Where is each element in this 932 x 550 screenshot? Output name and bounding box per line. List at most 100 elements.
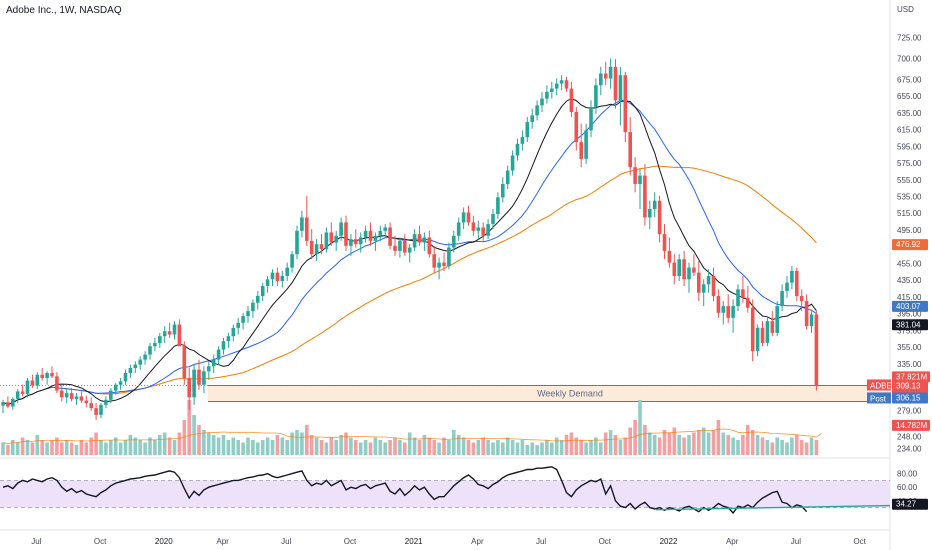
- volume-bar: [275, 435, 280, 455]
- candle-body: [172, 324, 177, 335]
- ma-long-line: [2, 165, 817, 405]
- volume-bar: [354, 440, 358, 455]
- volume-bar: [158, 435, 162, 455]
- volume-bar: [324, 442, 329, 455]
- volume-bar: [746, 425, 750, 455]
- candle-body: [417, 234, 422, 243]
- candle-body: [25, 380, 30, 394]
- volume-bar: [20, 437, 25, 455]
- rsi-band: [0, 480, 890, 508]
- rsi-trend-line: [655, 504, 891, 511]
- volume-bar: [741, 435, 745, 455]
- volume-bar: [628, 427, 632, 455]
- volume-bar: [780, 440, 784, 455]
- candle-body: [358, 237, 363, 245]
- volume-bar: [623, 437, 628, 455]
- volume-bar: [69, 442, 74, 455]
- candle-body: [99, 404, 103, 415]
- candle-body: [628, 132, 632, 168]
- volume-bar: [711, 430, 716, 455]
- price-tick-label: 335.00: [897, 360, 922, 369]
- volume-bar: [594, 437, 598, 455]
- volume-bar: [339, 435, 343, 455]
- volume-bar: [682, 437, 686, 455]
- volume-bar: [790, 437, 794, 455]
- volume-bar: [211, 435, 216, 455]
- volume-bar: [804, 442, 809, 455]
- candle-body: [530, 115, 534, 123]
- candle-body: [241, 316, 245, 323]
- candle-body: [471, 222, 476, 231]
- candle-body: [540, 98, 544, 106]
- candle-body: [55, 376, 59, 391]
- volume-bar: [677, 435, 681, 455]
- volume-bar: [393, 437, 397, 455]
- candle-body: [461, 212, 466, 223]
- time-axis-label: Jul: [536, 537, 546, 546]
- candle-body: [432, 254, 436, 268]
- volume-bar: [633, 420, 637, 455]
- candle-body: [64, 393, 69, 398]
- currency-label: USD: [897, 5, 914, 14]
- volume-bar: [657, 437, 662, 455]
- volume-bar: [89, 437, 93, 455]
- candle-body: [687, 267, 691, 280]
- time-axis-label: 2022: [660, 537, 678, 546]
- volume-bar: [40, 440, 44, 455]
- volume-last-badge: 37.821M: [896, 372, 927, 381]
- volume-bar: [452, 430, 456, 455]
- volume-bar: [471, 442, 476, 455]
- volume-bar: [221, 435, 226, 455]
- volume-ma-badge: 14.782M: [896, 421, 927, 430]
- volume-bar: [368, 442, 373, 455]
- volume-bar: [481, 437, 485, 455]
- candle-body: [45, 373, 49, 379]
- volume-bar: [589, 440, 593, 455]
- candle-body: [486, 224, 490, 236]
- volume-bar: [363, 440, 368, 455]
- candle-body: [113, 384, 118, 391]
- candle-body: [158, 336, 162, 343]
- candle-body: [638, 175, 642, 184]
- volume-bar: [554, 437, 559, 455]
- volume-bar: [314, 437, 319, 455]
- volume-bar: [407, 432, 412, 455]
- candle-body: [618, 75, 623, 101]
- ma-mid-badge: 403.07: [896, 302, 921, 311]
- volume-bar: [241, 442, 245, 455]
- price-tick-label: 415.00: [897, 293, 922, 302]
- candle-body: [608, 66, 613, 79]
- volume-bar: [736, 440, 740, 455]
- candle-body: [236, 322, 240, 328]
- volume-bar: [456, 435, 461, 455]
- candle-body: [785, 282, 789, 292]
- price-tick-label: 495.00: [897, 226, 922, 235]
- candle-body: [452, 235, 456, 248]
- volume-bar: [172, 440, 177, 455]
- volume-bar: [505, 437, 510, 455]
- volume-bar: [6, 445, 10, 455]
- volume-bar: [403, 442, 407, 455]
- volume-bar: [501, 442, 505, 455]
- candle-body: [265, 279, 270, 287]
- candle-body: [706, 275, 711, 285]
- candle-body: [1, 402, 5, 406]
- volume-bar: [133, 437, 138, 455]
- candle-body: [319, 244, 324, 250]
- candle-body: [275, 272, 280, 281]
- candle-body: [305, 217, 309, 241]
- weekly-demand-zone: [208, 385, 890, 402]
- volume-bar: [648, 432, 652, 455]
- volume-bar: [731, 437, 735, 455]
- candle-body: [6, 402, 10, 407]
- candle-body: [780, 291, 784, 307]
- candle-body: [775, 306, 779, 333]
- candle-body: [368, 230, 373, 241]
- candle-body: [280, 275, 285, 281]
- volume-bar: [143, 442, 147, 455]
- volume-bar: [795, 435, 799, 455]
- price-tick-label: 355.00: [897, 343, 922, 352]
- candle-body: [545, 91, 549, 99]
- volume-bar: [378, 440, 383, 455]
